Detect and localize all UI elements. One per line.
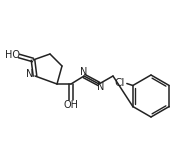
Text: OH: OH: [63, 100, 79, 110]
Text: Cl: Cl: [115, 77, 125, 88]
Text: N: N: [97, 82, 105, 92]
Text: HO: HO: [4, 50, 19, 60]
Text: N: N: [26, 69, 34, 79]
Text: N: N: [80, 67, 88, 77]
